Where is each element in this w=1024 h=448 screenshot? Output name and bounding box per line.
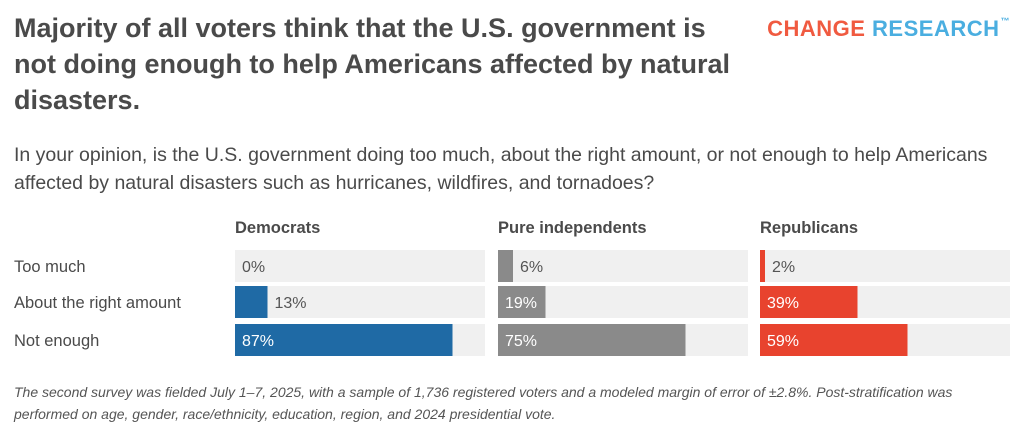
bar-pure-independents-too-much bbox=[498, 250, 513, 282]
bar-track-pure-independents-too-much bbox=[498, 250, 748, 282]
bar-pure-independents-not-enough bbox=[498, 324, 686, 356]
logo-word-change: CHANGE bbox=[767, 16, 866, 41]
bar-track-democrats-too-much bbox=[235, 250, 485, 282]
data-label-republicans-about-the-right-amount: 39% bbox=[767, 295, 799, 312]
methodology-footnote: The second survey was fielded July 1–7, … bbox=[14, 384, 953, 422]
panel-header-pure-independents: Pure independents bbox=[498, 219, 647, 237]
bar-democrats-about-the-right-amount bbox=[235, 286, 268, 318]
grouped-bar-chart: Too much About the right amount Not enough… bbox=[14, 219, 1010, 356]
bar-democrats-not-enough bbox=[235, 324, 453, 356]
data-label-democrats-not-enough: 87% bbox=[242, 333, 274, 350]
bar-republicans-too-much bbox=[760, 250, 765, 282]
survey-question: In your opinion, is the U.S. government … bbox=[14, 144, 988, 194]
chart-title: Majority of all voters think that the U.… bbox=[14, 13, 731, 115]
data-label-democrats-too-much: 0% bbox=[242, 259, 265, 276]
bar-republicans-not-enough bbox=[760, 324, 908, 356]
row-label-too-much: Too much bbox=[14, 258, 86, 276]
data-label-democrats-about-the-right-amount: 13% bbox=[275, 295, 307, 312]
logo-word-research: RESEARCH bbox=[872, 16, 1000, 41]
panel-header-democrats: Democrats bbox=[235, 219, 320, 237]
bar-track-republicans-too-much bbox=[760, 250, 1010, 282]
row-label-about-the-right-amount: About the right amount bbox=[14, 294, 181, 312]
bar-pure-independents-about-the-right-amount bbox=[498, 286, 546, 318]
data-label-pure-independents-not-enough: 75% bbox=[505, 333, 537, 350]
data-label-republicans-not-enough: 59% bbox=[767, 333, 799, 350]
bar-republicans-about-the-right-amount bbox=[760, 286, 858, 318]
row-label-not-enough: Not enough bbox=[14, 332, 99, 350]
bar-track-democrats-about-the-right-amount bbox=[235, 286, 485, 318]
data-label-republicans-too-much: 2% bbox=[772, 259, 795, 276]
data-label-pure-independents-too-much: 6% bbox=[520, 259, 543, 276]
data-label-pure-independents-about-the-right-amount: 19% bbox=[505, 295, 537, 312]
panel-header-republicans: Republicans bbox=[760, 219, 858, 237]
logo-trademark: ™ bbox=[1000, 16, 1010, 26]
change-research-logo: CHANGE RESEARCH™ bbox=[767, 16, 1010, 42]
